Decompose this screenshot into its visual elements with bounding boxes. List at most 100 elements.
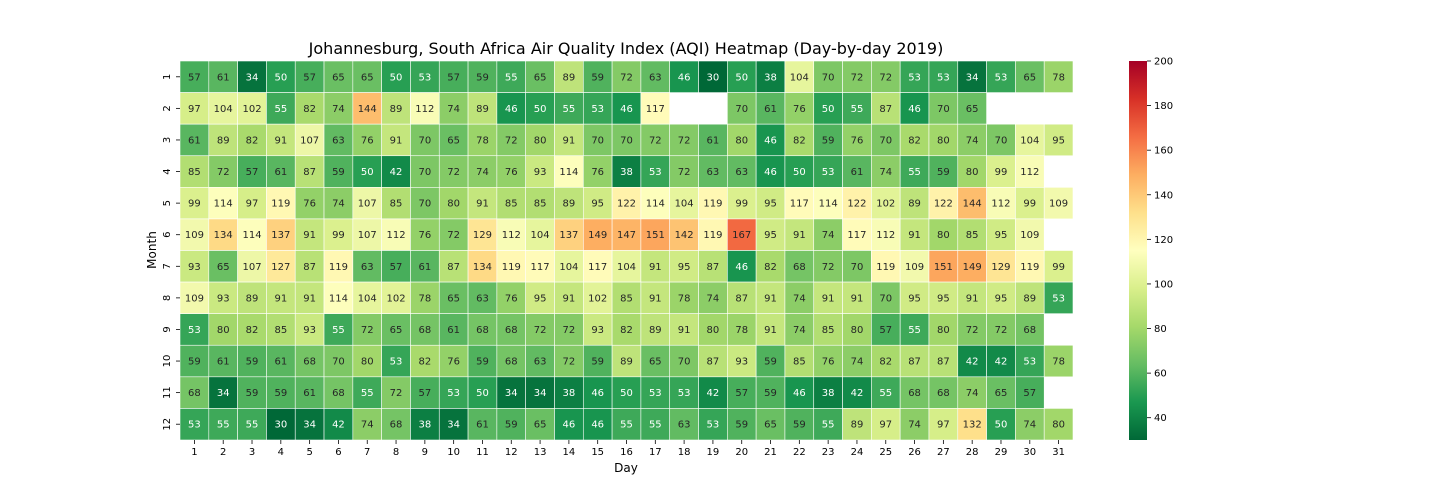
cell-value-label: 74: [793, 325, 806, 336]
heatmap-cell: [727, 376, 757, 409]
cell-value-label: 74: [822, 230, 835, 241]
heatmap-cell: [640, 155, 671, 188]
cell-value-label: 65: [1023, 72, 1036, 83]
cell-value-label: 53: [649, 167, 662, 178]
cell-value-label: 93: [303, 325, 316, 336]
cell-value-label: 91: [649, 293, 662, 304]
cell-value-label: 46: [591, 388, 604, 399]
cell-value-label: 102: [387, 293, 406, 304]
cell-value-label: 50: [735, 72, 748, 83]
heatmap-cell: [496, 250, 526, 283]
cell-value-label: 38: [764, 72, 777, 83]
cell-value-label: 30: [274, 420, 287, 431]
cell-value-label: 80: [851, 325, 864, 336]
cell-value-label: 38: [418, 420, 431, 431]
x-tick-label: 22: [793, 447, 806, 458]
cell-value-label: 53: [591, 104, 604, 115]
cell-value-label: 74: [332, 104, 345, 115]
heatmap-cell: [727, 408, 757, 441]
heatmap-cell: [554, 376, 584, 409]
heatmap-cell: [842, 187, 872, 220]
cell-value-label: 65: [447, 293, 460, 304]
heatmap-cell: [496, 60, 526, 93]
cell-value-label: 114: [646, 199, 665, 210]
heatmap-cell: [1015, 218, 1045, 251]
heatmap-cell: [582, 155, 613, 188]
x-tick-label: 3: [249, 447, 255, 458]
cell-value-label: 95: [995, 293, 1008, 304]
cell-value-label: 95: [591, 199, 604, 210]
cell-value-label: 95: [995, 230, 1008, 241]
x-tick-label: 15: [591, 447, 604, 458]
heatmap-cell: [438, 344, 469, 378]
cell-value-label: 74: [447, 104, 460, 115]
heatmap-cell: [928, 376, 959, 409]
cell-value-label: 114: [214, 199, 233, 210]
cell-value-label: 59: [246, 388, 259, 399]
cell-value-label: 104: [531, 230, 550, 241]
heatmap-cell: [669, 250, 699, 283]
cell-value-label: 78: [735, 325, 748, 336]
x-tick-label: 14: [563, 447, 576, 458]
heatmap-cell: [727, 92, 757, 125]
cell-value-label: 112: [502, 230, 521, 241]
cell-value-label: 72: [678, 135, 691, 146]
heatmap-cell: [727, 344, 757, 378]
heatmap-cell: [381, 155, 411, 188]
cell-value-label: 50: [620, 388, 633, 399]
heatmap-cell: [381, 187, 411, 220]
cell-value-label: 76: [447, 357, 460, 368]
cell-value-label: 107: [358, 230, 377, 241]
heatmap-cell: [957, 408, 987, 441]
heatmap-cell: [669, 344, 699, 378]
cell-value-label: 85: [822, 325, 835, 336]
cell-value-label: 87: [707, 262, 720, 273]
cell-value-label: 76: [822, 357, 835, 368]
cell-value-label: 53: [188, 420, 201, 431]
heatmap-cell: [899, 344, 930, 378]
heatmap-cell: [352, 344, 382, 378]
heatmap-cell: [237, 218, 267, 251]
heatmap-cell: [352, 218, 382, 251]
cell-value-label: 129: [991, 262, 1010, 273]
heatmap-cell: [582, 376, 613, 409]
heatmap-cell: [640, 123, 671, 157]
heatmap-cell: [640, 250, 671, 283]
cell-value-label: 142: [675, 230, 694, 241]
cell-value-label: 70: [937, 104, 950, 115]
heatmap-cell: [669, 123, 699, 157]
cell-value-label: 91: [678, 325, 691, 336]
cell-value-label: 42: [332, 420, 345, 431]
cell-value-label: 63: [361, 262, 374, 273]
heatmap-cell: [237, 376, 267, 409]
heatmap-cell: [986, 281, 1016, 314]
heatmap-cell: [957, 155, 987, 188]
heatmap-cell: [1015, 408, 1045, 441]
cell-value-label: 117: [847, 230, 866, 241]
cell-value-label: 74: [1023, 420, 1036, 431]
cell-value-label: 55: [822, 420, 835, 431]
heatmap-cell: [554, 250, 584, 283]
cell-value-label: 95: [908, 293, 921, 304]
cell-value-label: 74: [966, 388, 979, 399]
x-tick-label: 28: [966, 447, 979, 458]
heatmap-cell: [755, 408, 786, 441]
cell-value-label: 57: [303, 72, 316, 83]
heatmap-cell: [179, 408, 210, 441]
heatmap-cell: [871, 281, 901, 314]
heatmap-cell: [582, 123, 613, 157]
cell-value-label: 80: [1052, 420, 1065, 431]
cell-value-label: 72: [447, 167, 460, 178]
cell-value-label: 34: [447, 420, 460, 431]
cell-value-label: 82: [246, 135, 259, 146]
heatmap-cell: [899, 92, 930, 125]
heatmap-cell: [1015, 155, 1045, 188]
x-tick-label: 31: [1052, 447, 1065, 458]
cell-value-label: 42: [966, 357, 979, 368]
cell-value-label: 80: [966, 167, 979, 178]
cell-value-label: 82: [908, 135, 921, 146]
cell-value-label: 72: [822, 262, 835, 273]
cell-value-label: 91: [908, 230, 921, 241]
cell-value-label: 65: [995, 388, 1008, 399]
cell-value-label: 59: [188, 357, 201, 368]
